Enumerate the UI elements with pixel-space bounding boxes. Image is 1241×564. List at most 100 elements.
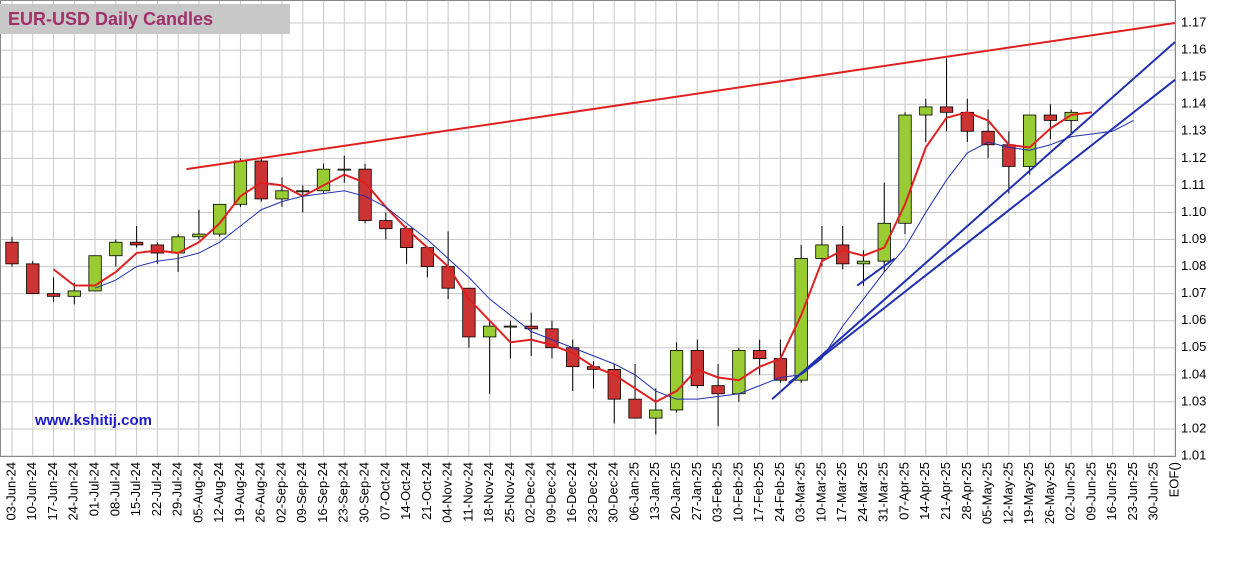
y-tick-label: 1.14 <box>1181 96 1206 111</box>
x-tick-label: 16-Sep-24 <box>315 462 330 523</box>
x-tick-label: 04-Nov-24 <box>440 462 455 523</box>
candle-body <box>919 106 933 116</box>
candle-body <box>669 350 684 411</box>
candle-body <box>960 111 974 132</box>
x-tick-label: 11-Nov-24 <box>460 462 475 522</box>
candle-body <box>88 255 102 292</box>
y-tick-label: 1.03 <box>1181 393 1206 408</box>
candle-body <box>109 241 123 257</box>
x-tick-label: 14-Apr-25 <box>917 462 932 520</box>
x-tick-label: 09-Sep-24 <box>294 462 309 523</box>
chart-title: EUR-USD Daily Candles <box>8 9 213 29</box>
x-tick-label: 16-Dec-24 <box>564 462 579 523</box>
x-tick-label: 25-Nov-24 <box>502 462 517 523</box>
candle-body <box>462 287 476 338</box>
x-tick-label: 10-Feb-25 <box>730 462 745 522</box>
moving-average <box>94 119 1134 400</box>
x-tick-label: 14-Oct-24 <box>398 462 413 520</box>
x-tick-label: 24-Jun-24 <box>66 462 81 521</box>
candle-body <box>628 398 642 419</box>
x-tick-label: 30-Jun-25 <box>1146 462 1161 521</box>
candle-body <box>939 106 954 113</box>
candle-body <box>711 385 725 395</box>
candle-body <box>192 233 206 238</box>
x-tick-label: 05-Aug-24 <box>190 462 205 523</box>
trendline <box>186 22 1176 171</box>
x-tick-label: 09-Jun-25 <box>1083 462 1098 521</box>
x-tick-label: 12-May-25 <box>1000 462 1015 524</box>
y-tick-label: 1.13 <box>1181 123 1206 138</box>
y-tick-label: 1.10 <box>1181 204 1206 219</box>
x-tick-label: 17-Feb-25 <box>751 462 766 522</box>
x-tick-label: 13-Jan-25 <box>647 462 662 521</box>
plot-border <box>0 0 1176 457</box>
x-tick-label: 19-Aug-24 <box>232 462 247 523</box>
candle-body <box>254 160 268 200</box>
x-tick-label: 17-Jun-24 <box>45 462 60 521</box>
title-box <box>0 4 290 34</box>
candle-body <box>545 328 559 349</box>
x-tick-label: 10-Mar-25 <box>813 462 828 522</box>
x-tick-label: 21-Apr-25 <box>938 462 953 520</box>
x-tick-label: 03-Feb-25 <box>710 462 725 522</box>
x-tick-label: 19-May-25 <box>1021 462 1036 524</box>
candle-body <box>898 114 912 224</box>
x-tick-label: 02-Dec-24 <box>523 462 538 523</box>
x-tick-label: 21-Oct-24 <box>419 462 434 520</box>
x-tick-label: 27-Jan-25 <box>689 462 704 521</box>
candle-body <box>1064 111 1078 121</box>
candle-body <box>26 263 40 295</box>
x-tick-label: 05-May-25 <box>980 462 995 524</box>
y-tick-label: 1.01 <box>1181 447 1206 462</box>
x-tick-label: 23-Sep-24 <box>336 462 351 523</box>
candle-body <box>690 350 704 387</box>
x-tick-label: EOF() <box>1166 462 1181 497</box>
candle-body <box>67 290 81 297</box>
y-tick-label: 1.06 <box>1181 312 1206 327</box>
x-tick-label: 22-Jul-24 <box>149 462 164 516</box>
x-tick-label: 29-Jul-24 <box>170 462 185 516</box>
x-tick-label: 12-Aug-24 <box>211 462 226 523</box>
candle-body <box>649 409 663 419</box>
y-tick-label: 1.15 <box>1181 69 1206 84</box>
candle-body <box>1022 114 1037 167</box>
candle-body <box>441 266 455 289</box>
x-tick-label: 26-May-25 <box>1042 462 1057 524</box>
candle-body <box>337 168 351 171</box>
candle-body <box>836 244 850 265</box>
x-tick-label: 15-Jul-24 <box>128 462 143 516</box>
y-tick-label: 1.05 <box>1181 339 1206 354</box>
candle-body <box>503 325 518 328</box>
candle-body <box>46 293 61 297</box>
candle-body <box>524 325 538 330</box>
candle-body <box>275 190 289 200</box>
y-tick-label: 1.09 <box>1181 231 1206 246</box>
y-tick-label: 1.17 <box>1181 14 1206 29</box>
candle-body <box>150 244 165 254</box>
x-tick-label: 17-Mar-25 <box>834 462 849 522</box>
x-tick-label: 31-Mar-25 <box>876 462 891 522</box>
trendline <box>771 41 1176 400</box>
y-tick-label: 1.12 <box>1181 150 1206 165</box>
x-tick-label: 30-Sep-24 <box>356 462 371 523</box>
x-tick-label: 01-Jul-24 <box>87 462 102 516</box>
y-tick-label: 1.07 <box>1181 285 1206 300</box>
candle-body <box>379 220 393 230</box>
candle-body <box>815 244 829 259</box>
x-tick-label: 16-Jun-25 <box>1104 462 1119 521</box>
candle-body <box>5 241 19 265</box>
x-tick-label: 28-Apr-25 <box>959 462 974 520</box>
x-tick-label: 08-Jul-24 <box>107 462 122 516</box>
candle-body <box>753 350 767 359</box>
candle-body <box>981 130 995 146</box>
y-tick-label: 1.02 <box>1181 420 1206 435</box>
watermark: www.kshitij.com <box>34 412 152 429</box>
candle-body <box>856 260 871 265</box>
y-tick-label: 1.04 <box>1181 366 1206 381</box>
candle-body <box>129 241 144 246</box>
x-tick-label: 20-Jan-25 <box>668 462 683 521</box>
x-tick-label: 02-Jun-25 <box>1063 462 1078 521</box>
